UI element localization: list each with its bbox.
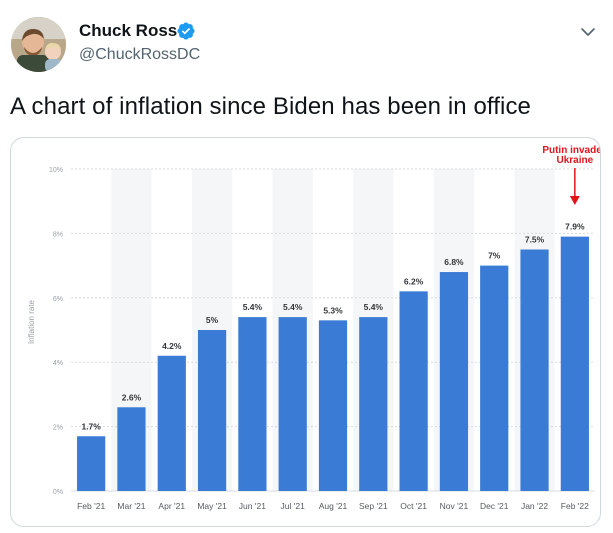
x-tick-label: Jul '21 — [281, 501, 306, 511]
chart-y-ticks: 0% 2% 4% 6% 8% 10% — [49, 167, 63, 496]
y-tick-label: 6% — [53, 296, 63, 303]
chart-bar — [278, 317, 307, 491]
x-tick-label: Feb '21 — [77, 501, 105, 511]
bar-value-label: 5% — [206, 315, 219, 325]
bar-value-label: 7% — [488, 251, 501, 261]
chart-bar — [439, 272, 469, 491]
author-handle[interactable]: @ChuckRossDC — [79, 46, 201, 63]
chevron-down-icon[interactable] — [580, 24, 596, 40]
bar-value-label: 6.2% — [404, 276, 424, 286]
bar-value-label: 5.4% — [243, 302, 263, 312]
chart-bar — [197, 330, 227, 491]
annotation-arrow-head-icon — [569, 196, 580, 205]
bar-value-label: 5.4% — [283, 302, 303, 312]
x-tick-label: Mar '21 — [117, 501, 145, 511]
x-tick-label: Jun '21 — [239, 501, 266, 511]
chart-annotation: Putin invadesUkraine — [542, 145, 600, 205]
author-name[interactable]: Chuck Ross — [79, 21, 178, 40]
x-tick-label: Jan '22 — [521, 501, 548, 511]
verified-badge-icon — [177, 22, 195, 40]
y-tick-label: 0% — [53, 489, 63, 496]
y-tick-label: 8% — [53, 231, 63, 238]
bar-value-label: 5.3% — [323, 305, 343, 315]
chart-bar — [359, 317, 388, 491]
chart-x-ticks: Feb '21 Mar '21 Apr '21 May '21 Jun '21 Jul '… — [77, 501, 589, 511]
inflation-bar-chart: 0% 2% 4% 6% 8% 10% Inflation rate 1.7% 2.6% 4.2… — [27, 145, 600, 511]
chart-bar — [520, 249, 549, 491]
bar-value-label: 2.6% — [122, 392, 142, 402]
avatar[interactable] — [11, 17, 66, 72]
chart-bar — [157, 355, 186, 491]
x-tick-label: Sep '21 — [359, 501, 388, 511]
x-tick-label: Apr '21 — [158, 501, 185, 511]
bar-value-label: 7.9% — [565, 222, 585, 232]
chart-bar — [238, 317, 267, 491]
bar-value-label: 5.4% — [364, 302, 384, 312]
avatar-photo-icon — [11, 17, 66, 72]
y-tick-label: 4% — [53, 360, 63, 367]
tweet-text: A chart of inflation since Biden has bee… — [10, 93, 531, 120]
chart-bar — [399, 291, 428, 491]
x-tick-label: Nov '21 — [440, 501, 469, 511]
x-tick-label: Dec '21 — [480, 501, 509, 511]
x-tick-label: May '21 — [197, 501, 227, 511]
chart-bar — [117, 407, 146, 491]
x-tick-label: Aug '21 — [319, 501, 348, 511]
chart-bar — [480, 265, 509, 491]
x-tick-label: Oct '21 — [400, 501, 427, 511]
y-tick-label: 10% — [49, 167, 63, 174]
bar-value-label: 7.5% — [525, 235, 545, 245]
y-axis-label: Inflation rate — [27, 299, 36, 344]
chart-bars — [77, 236, 589, 491]
annotation-text: Ukraine — [557, 155, 594, 166]
bar-value-label: 4.2% — [162, 341, 182, 351]
x-tick-label: Feb '22 — [561, 501, 589, 511]
chart-bar — [77, 436, 106, 491]
annotation-text: Putin invades — [542, 145, 600, 156]
bar-value-label: 6.8% — [444, 257, 464, 267]
chart-bar — [318, 320, 348, 491]
chart-bar — [560, 236, 589, 491]
chart-value-labels: 1.7% 2.6% 4.2% 5% 5.4% 5.4% 5.3% 5.4% 6.2% 6.8% 7%… — [81, 222, 585, 432]
y-tick-label: 2% — [53, 425, 63, 432]
bar-value-label: 1.7% — [81, 421, 101, 431]
tweet-media-card[interactable]: 0% 2% 4% 6% 8% 10% Inflation rate 1.7% 2.6% 4.2… — [10, 137, 601, 527]
